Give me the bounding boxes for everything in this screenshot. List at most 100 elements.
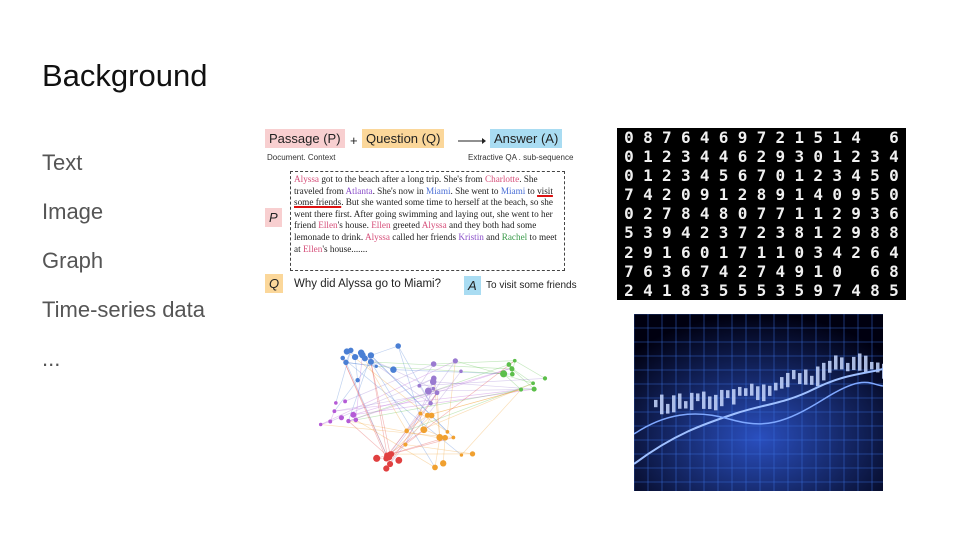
mnist-digit: 4 (889, 147, 899, 167)
candlestick (876, 362, 880, 373)
graph-node (353, 417, 359, 423)
graph-node (351, 353, 359, 361)
graph-edge (320, 360, 456, 425)
graph-node (500, 370, 508, 378)
graph-edge (348, 355, 372, 422)
bullet-time-series: Time-series data (42, 297, 206, 322)
bullet-ellipsis: ... (42, 346, 61, 371)
graph-node (334, 401, 338, 405)
mnist-digit: 1 (794, 204, 805, 224)
graph-node (442, 434, 448, 441)
mnist-digit: 6 (737, 147, 748, 167)
mnist-digit: 8 (889, 261, 899, 281)
graph-node (350, 411, 357, 418)
mnist-digit: 4 (851, 280, 861, 300)
mnist-digit: 9 (737, 128, 748, 147)
graph-node (452, 358, 458, 364)
mnist-digit: 5 (870, 166, 880, 186)
candlestick (726, 390, 730, 399)
graph-edge (405, 444, 473, 455)
graph-node (383, 455, 390, 462)
graph-edge (406, 415, 428, 432)
graph-edge (391, 437, 454, 455)
graph-node (429, 378, 437, 386)
graph-node (431, 386, 436, 391)
graph-node (440, 460, 447, 467)
mnist-digit: 2 (662, 166, 672, 186)
candlestick (702, 391, 706, 409)
graph-edge (345, 362, 388, 458)
graph-edge (393, 369, 513, 375)
graph-node (355, 378, 360, 383)
graph-node (506, 362, 512, 367)
answer-text: To visit some friends (486, 280, 577, 291)
candlestick (864, 355, 868, 373)
graph-edge (370, 355, 448, 433)
plus-sign: + (350, 133, 358, 148)
question-label: Question (Q) (362, 129, 445, 148)
mnist-digit: 3 (870, 204, 880, 224)
graph-node (395, 456, 403, 464)
graph-node (404, 428, 409, 434)
mnist-digit: 7 (756, 261, 767, 281)
mnist-digit: 6 (870, 261, 880, 281)
mnist-digit: 9 (851, 204, 861, 224)
mnist-digit: 7 (699, 261, 710, 281)
mnist-digit: 7 (756, 128, 767, 147)
graph-edge (406, 382, 534, 432)
graph-node (424, 387, 432, 395)
graph-edge (422, 382, 534, 430)
mnist-digit: 6 (680, 261, 691, 281)
mnist-digit: 7 (737, 223, 748, 243)
graph-edge (370, 361, 391, 454)
graph-node (518, 387, 524, 392)
passage-caption: Document. Context (267, 153, 336, 162)
mnist-digit: 8 (794, 223, 805, 243)
graph-node (395, 343, 401, 349)
mnist-digit: 0 (737, 204, 748, 224)
arrow-right-icon (458, 138, 486, 144)
mnist-digit: 3 (870, 147, 880, 167)
graph-node (343, 359, 349, 366)
mnist-digit: 3 (680, 166, 691, 186)
candlestick (834, 355, 838, 370)
mnist-digit (847, 262, 865, 281)
graph-edge (370, 345, 399, 356)
mnist-digit: 1 (643, 147, 653, 167)
mnist-digit: 2 (775, 128, 786, 147)
mnist-digit: 1 (813, 204, 824, 224)
graph-node (338, 415, 345, 421)
graph-edge (348, 420, 440, 439)
mnist-digit: 7 (756, 166, 767, 186)
mnist-digit: 7 (832, 280, 842, 300)
mnist-digit: 9 (643, 242, 653, 262)
candlestick (708, 396, 712, 410)
mnist-digit: 2 (643, 204, 653, 224)
mnist-digit: 4 (775, 261, 786, 281)
mnist-digit: 7 (662, 128, 672, 147)
mnist-digit: 6 (680, 128, 691, 147)
candlestick (732, 389, 736, 405)
graph-edge (387, 360, 456, 458)
mnist-digit: 0 (624, 147, 634, 167)
mnist-digit: 7 (775, 204, 786, 224)
mnist-digit: 5 (813, 128, 824, 147)
graph-edge (511, 368, 535, 390)
mnist-digit: 1 (718, 185, 729, 205)
mnist-digit: 2 (624, 242, 634, 262)
mnist-digit: 4 (851, 128, 861, 147)
mnist-digit: 2 (832, 204, 842, 224)
bullet-image: Image (42, 199, 104, 224)
graph-edge (320, 424, 454, 438)
side-label-p: P (265, 208, 282, 227)
mnist-digit: 4 (889, 242, 899, 262)
graph-node (390, 366, 397, 373)
mnist-digit: 1 (718, 242, 729, 262)
mnist-digit: 4 (699, 204, 710, 224)
candlestick (690, 392, 694, 411)
mnist-digit: 6 (889, 128, 899, 147)
candlestick (858, 353, 862, 371)
